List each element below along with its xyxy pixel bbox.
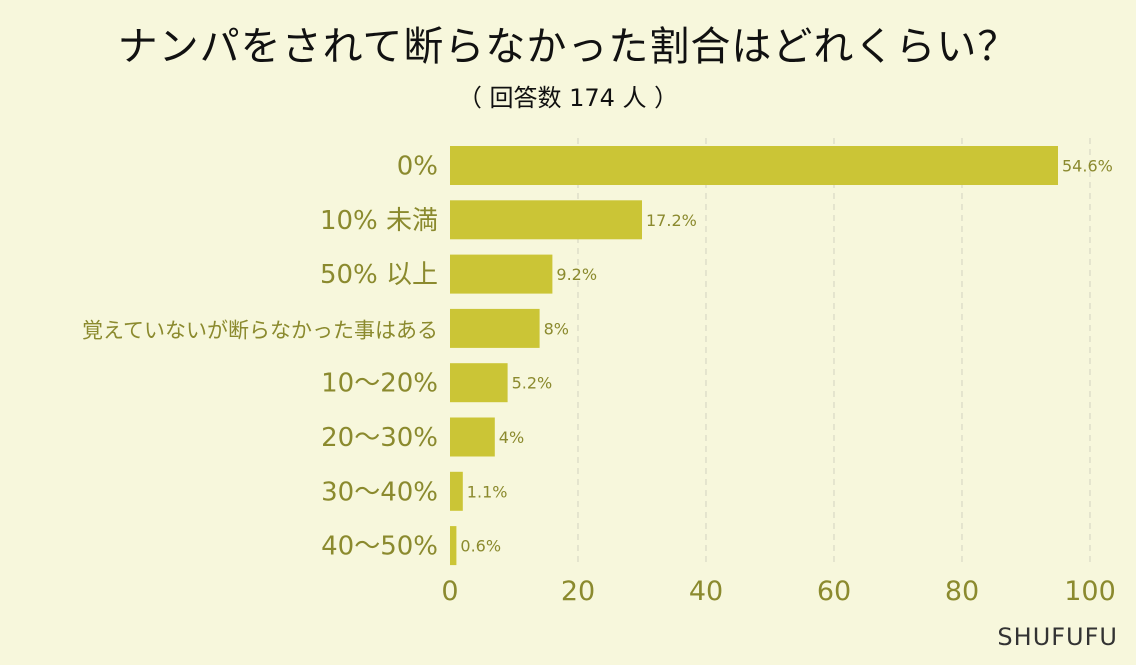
x-tick-label: 60 [817,576,851,607]
data-label: 5.2% [512,374,553,393]
bar [450,146,1058,185]
brand-logo: SHUFUFU [997,623,1118,651]
data-label: 54.6% [1062,157,1113,176]
chart-title: ナンパをされて断らなかった割合はどれくらい？ [117,24,1019,70]
data-label: 17.2% [646,211,697,230]
bar [450,471,463,511]
chart-subtitle: （ 回答数 174 人 ） [457,84,679,112]
data-label: 8% [544,319,569,338]
x-tick-label: 0 [441,576,458,607]
x-tick-label: 40 [689,576,723,607]
data-label: 9.2% [556,265,597,284]
category-label: 10～20% [321,369,438,399]
data-label: 0.6% [460,537,501,556]
bar [450,254,553,294]
category-label: 0% [397,152,438,182]
bar [450,363,508,403]
data-label: 1.1% [467,482,508,501]
category-label: 50% 以上 [320,260,438,290]
bar [450,200,642,240]
category-label: 10% 未満 [320,206,438,236]
bar [450,526,457,566]
x-tick-label: 80 [945,576,979,607]
bar [450,308,540,348]
category-label: 40～50% [321,532,438,562]
category-label: 30～40% [321,477,438,507]
category-label: 20～30% [321,423,438,453]
bar [450,417,495,457]
data-label: 4% [499,428,524,447]
x-tick-label: 100 [1064,576,1116,607]
x-tick-label: 20 [561,576,595,607]
category-label: 覚えていないが断らなかった事はある [82,318,438,342]
